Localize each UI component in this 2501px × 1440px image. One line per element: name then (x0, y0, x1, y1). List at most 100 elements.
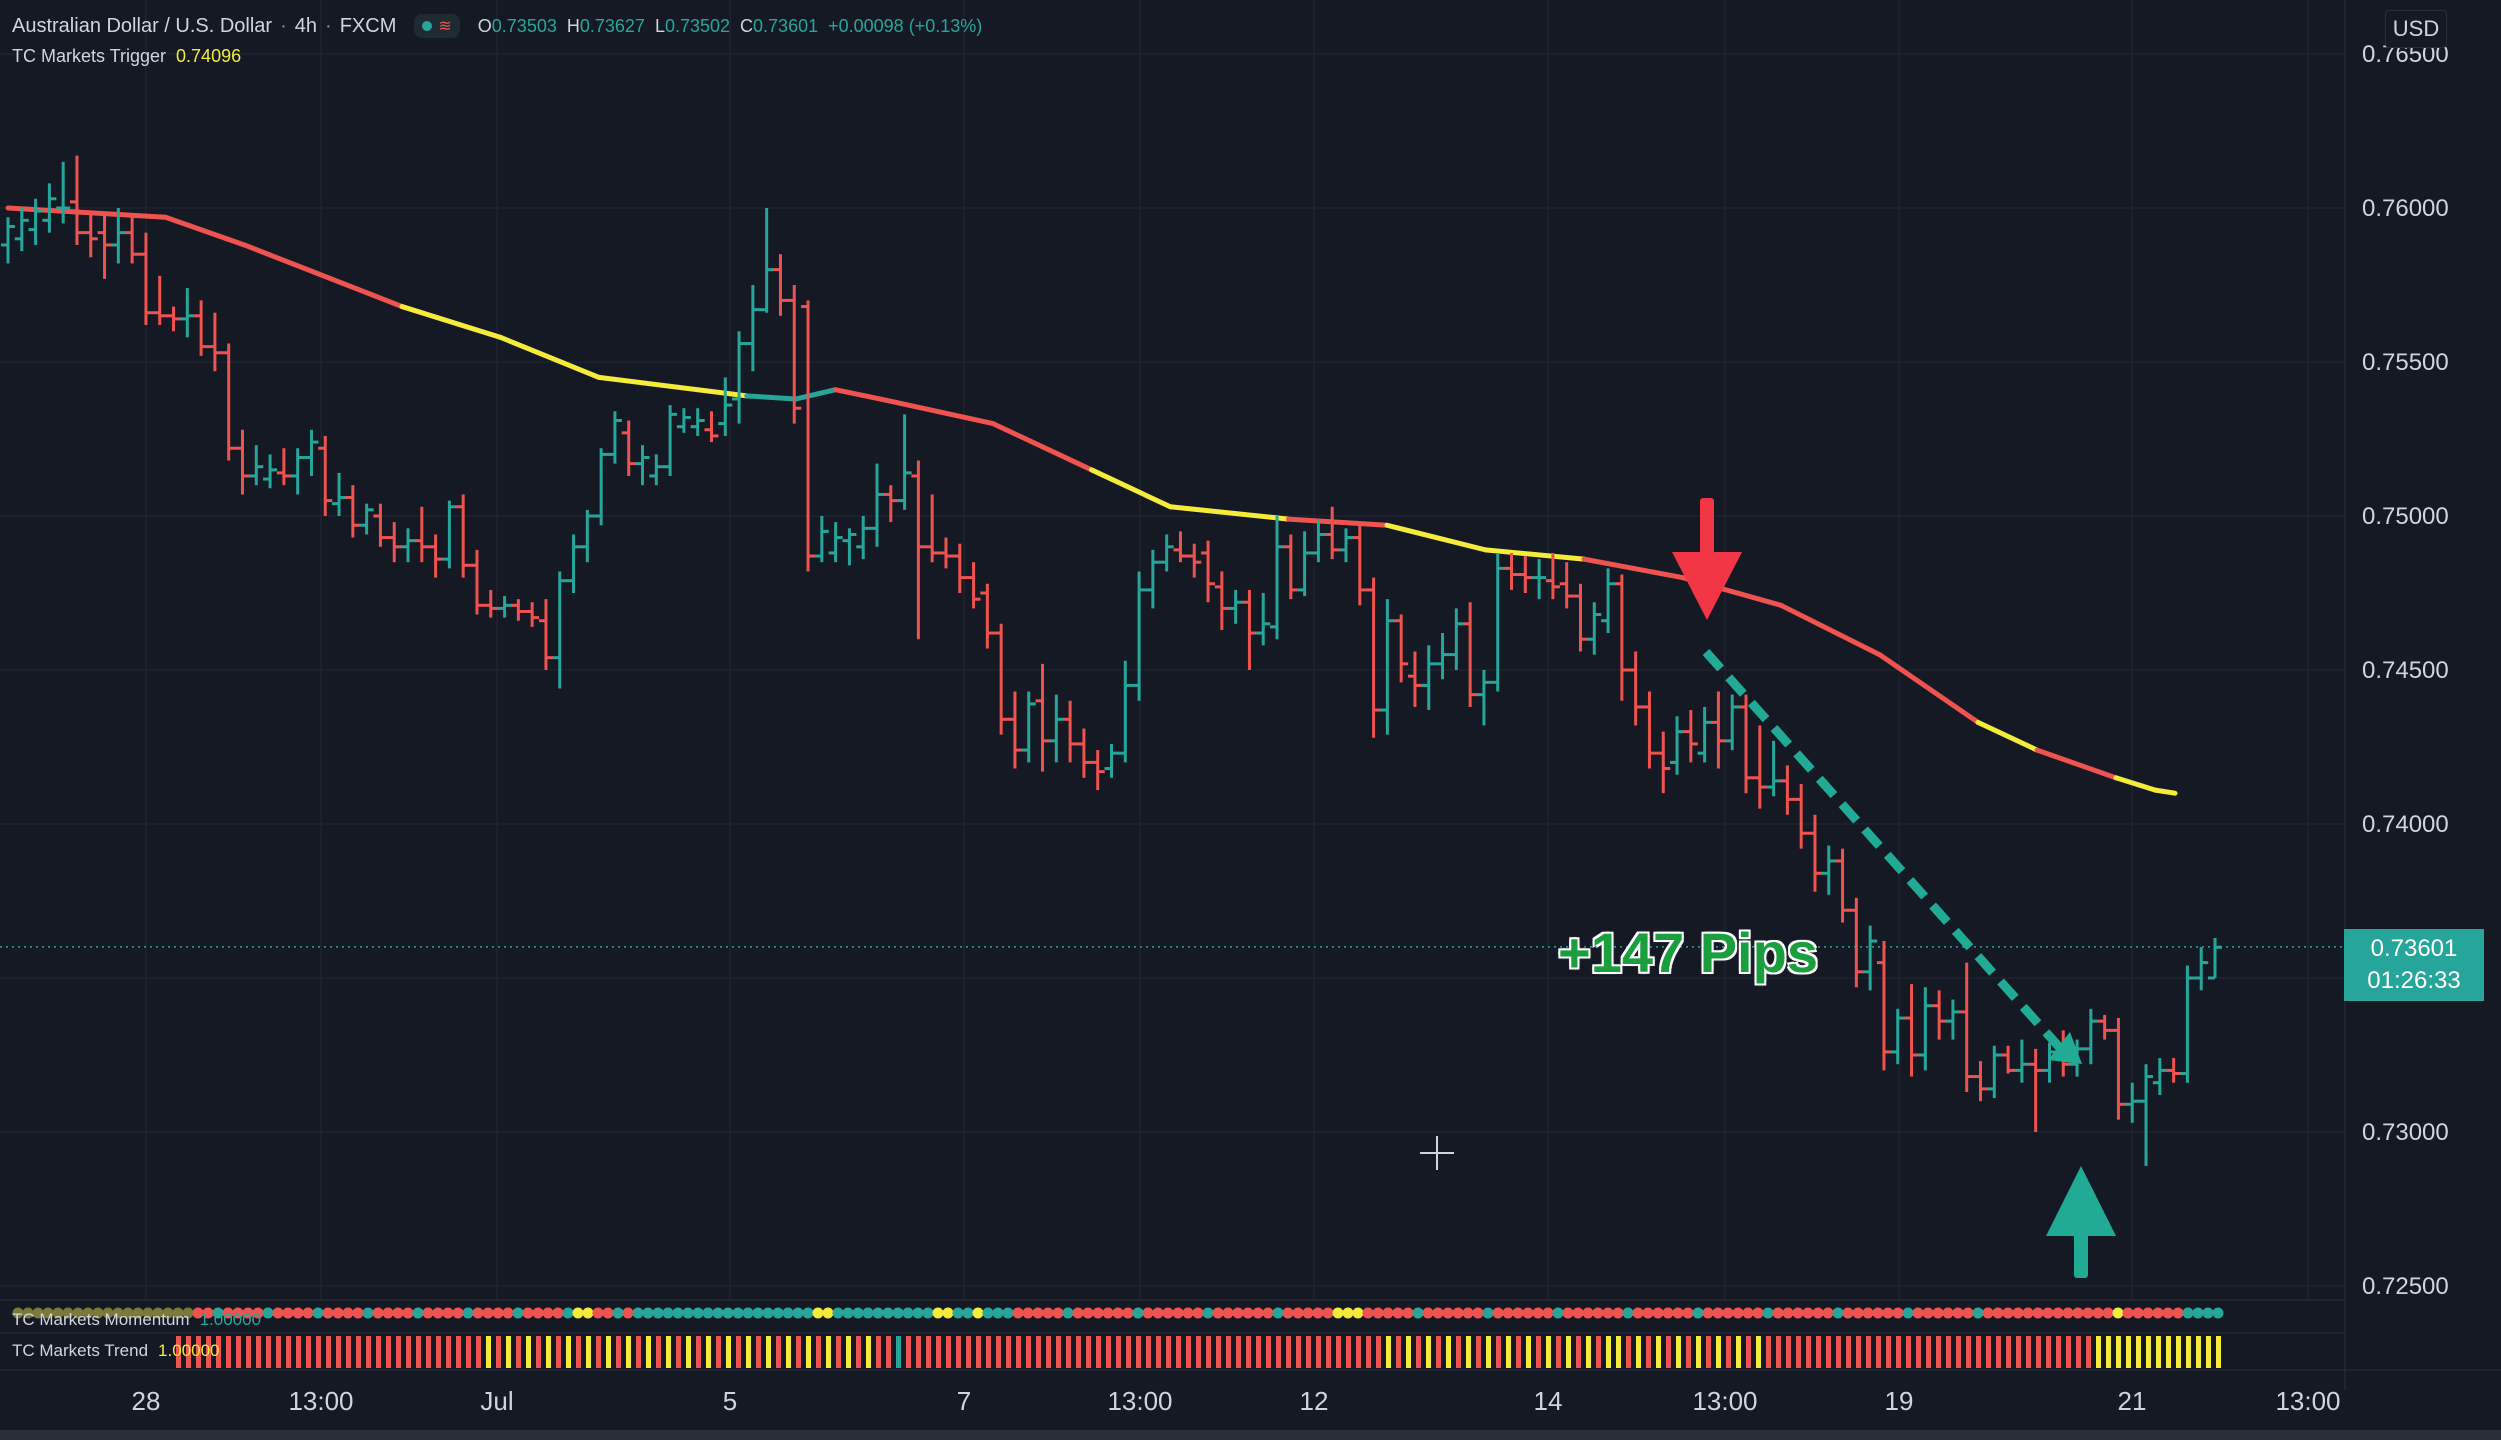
ohlc-bar (1532, 559, 1547, 600)
ohlc-bar (56, 161, 71, 224)
momentum-dot (952, 1307, 964, 1319)
trend-bar (1476, 1336, 1481, 1368)
momentum-dot (562, 1307, 574, 1319)
trigger-line-segment (498, 334, 602, 380)
trend-bar (1006, 1336, 1011, 1368)
trend-bar (1996, 1336, 2001, 1368)
symbol-name[interactable]: Australian Dollar / U.S. Dollar (12, 14, 273, 37)
ohlc-bar (1876, 941, 1891, 1071)
trend-bar (1176, 1336, 1181, 1368)
momentum-dot (132, 1307, 144, 1319)
momentum-dot (762, 1307, 774, 1319)
ohlc-bar (1656, 731, 1671, 794)
sell-arrow-head (1672, 552, 1742, 620)
trend-bar (326, 1336, 331, 1368)
trend-bar (416, 1336, 421, 1368)
ohlc-bar (125, 214, 140, 264)
ohlc-bar (1918, 987, 1933, 1071)
momentum-dot (1252, 1307, 1264, 1319)
trend-bar (1966, 1336, 1971, 1368)
market-status-pill[interactable]: ≋ (414, 14, 460, 38)
trend-bar (2166, 1336, 2171, 1368)
trigger-line-segment (2113, 775, 2158, 793)
price-axis[interactable]: 0.765000.760000.755000.750000.745000.740… (2344, 0, 2501, 1440)
momentum-dot (2152, 1307, 2164, 1319)
trend-bar (1536, 1336, 1541, 1368)
ohlc-bar (1228, 589, 1243, 624)
momentum-dot (792, 1307, 804, 1319)
momentum-dot (1982, 1307, 1994, 1319)
momentum-dot (222, 1307, 234, 1319)
interval-label[interactable]: 4h (294, 14, 318, 37)
trend-bar (1736, 1336, 1741, 1368)
momentum-dot (192, 1307, 204, 1319)
momentum-dot (1602, 1307, 1614, 1319)
momentum-dot (232, 1307, 244, 1319)
momentum-dot (992, 1307, 1004, 1319)
momentum-dot (772, 1307, 784, 1319)
momentum-dot (272, 1307, 284, 1319)
trend-bar (706, 1336, 711, 1368)
time-axis[interactable]: 28 13:00 Jul 5 7 13:00 12 14 13:00 19 21 13:00 (0, 1369, 2501, 1440)
sell-arrow-icon (1672, 498, 1742, 620)
trend-bar (2116, 1336, 2121, 1368)
momentum-dot (2202, 1307, 2214, 1319)
currency-button[interactable]: USD (2385, 10, 2447, 48)
momentum-dot (1972, 1307, 1984, 1319)
ohlc-bar (1628, 651, 1643, 726)
trend-bar (1216, 1336, 1221, 1368)
momentum-dot (282, 1307, 294, 1319)
ohlc-bar (1945, 999, 1960, 1040)
ohlc-bar (594, 448, 609, 526)
momentum-dot (682, 1307, 694, 1319)
trend-name: TC Markets Trend (12, 1341, 149, 1360)
trend-bar (1096, 1336, 1101, 1368)
trigger-legend[interactable]: TC Markets Trigger 0.74096 (12, 46, 241, 67)
momentum-dot (1872, 1307, 1884, 1319)
ohlc-bar (1683, 710, 1698, 763)
momentum-dot (962, 1307, 974, 1319)
momentum-dot (352, 1307, 364, 1319)
momentum-dot (102, 1307, 114, 1319)
ohlc-bar (97, 214, 112, 279)
momentum-dot (422, 1307, 434, 1319)
momentum-dot (1332, 1307, 1344, 1319)
momentum-dot (572, 1307, 584, 1319)
momentum-dot (2092, 1307, 2104, 1319)
ohlc-bar (2125, 1082, 2140, 1123)
momentum-dot (392, 1307, 404, 1319)
momentum-legend[interactable]: TC Markets Momentum 1.00000 (12, 1310, 261, 1330)
ohlc-bar (994, 623, 1009, 735)
trend-bar (1286, 1336, 1291, 1368)
trend-bar (1496, 1336, 1501, 1368)
trigger-line-segment (163, 214, 247, 248)
ohlc-bar (1187, 543, 1202, 578)
trend-bar (1526, 1336, 1531, 1368)
momentum-dot (332, 1307, 344, 1319)
trend-bar (1386, 1336, 1391, 1368)
trigger-line-segment (1089, 467, 1173, 510)
momentum-dot (1722, 1307, 1734, 1319)
ohlc-bar (428, 534, 443, 578)
momentum-dot (1692, 1307, 1704, 1319)
ohlc-bar (911, 460, 926, 640)
ohlc-bar (1973, 1061, 1988, 1102)
momentum-dot (1312, 1307, 1324, 1319)
momentum-dot (862, 1307, 874, 1319)
momentum-dot (242, 1307, 254, 1319)
ohlc-bar (1518, 556, 1533, 593)
ohlc-bar (1090, 750, 1105, 791)
trend-bar (1326, 1336, 1331, 1368)
trend-legend[interactable]: TC Markets Trend 1.00000 (12, 1341, 220, 1361)
ohlc-bar (649, 454, 664, 486)
trend-bar (1956, 1336, 1961, 1368)
momentum-dot (202, 1307, 214, 1319)
trend-bar (2006, 1336, 2011, 1368)
momentum-dot (1272, 1307, 1284, 1319)
momentum-dot (1112, 1307, 1124, 1319)
ohlc-bar (483, 589, 498, 618)
ohlc-bar (1835, 848, 1850, 923)
momentum-dot (1992, 1307, 2004, 1319)
ohlc-bar (1283, 534, 1298, 600)
